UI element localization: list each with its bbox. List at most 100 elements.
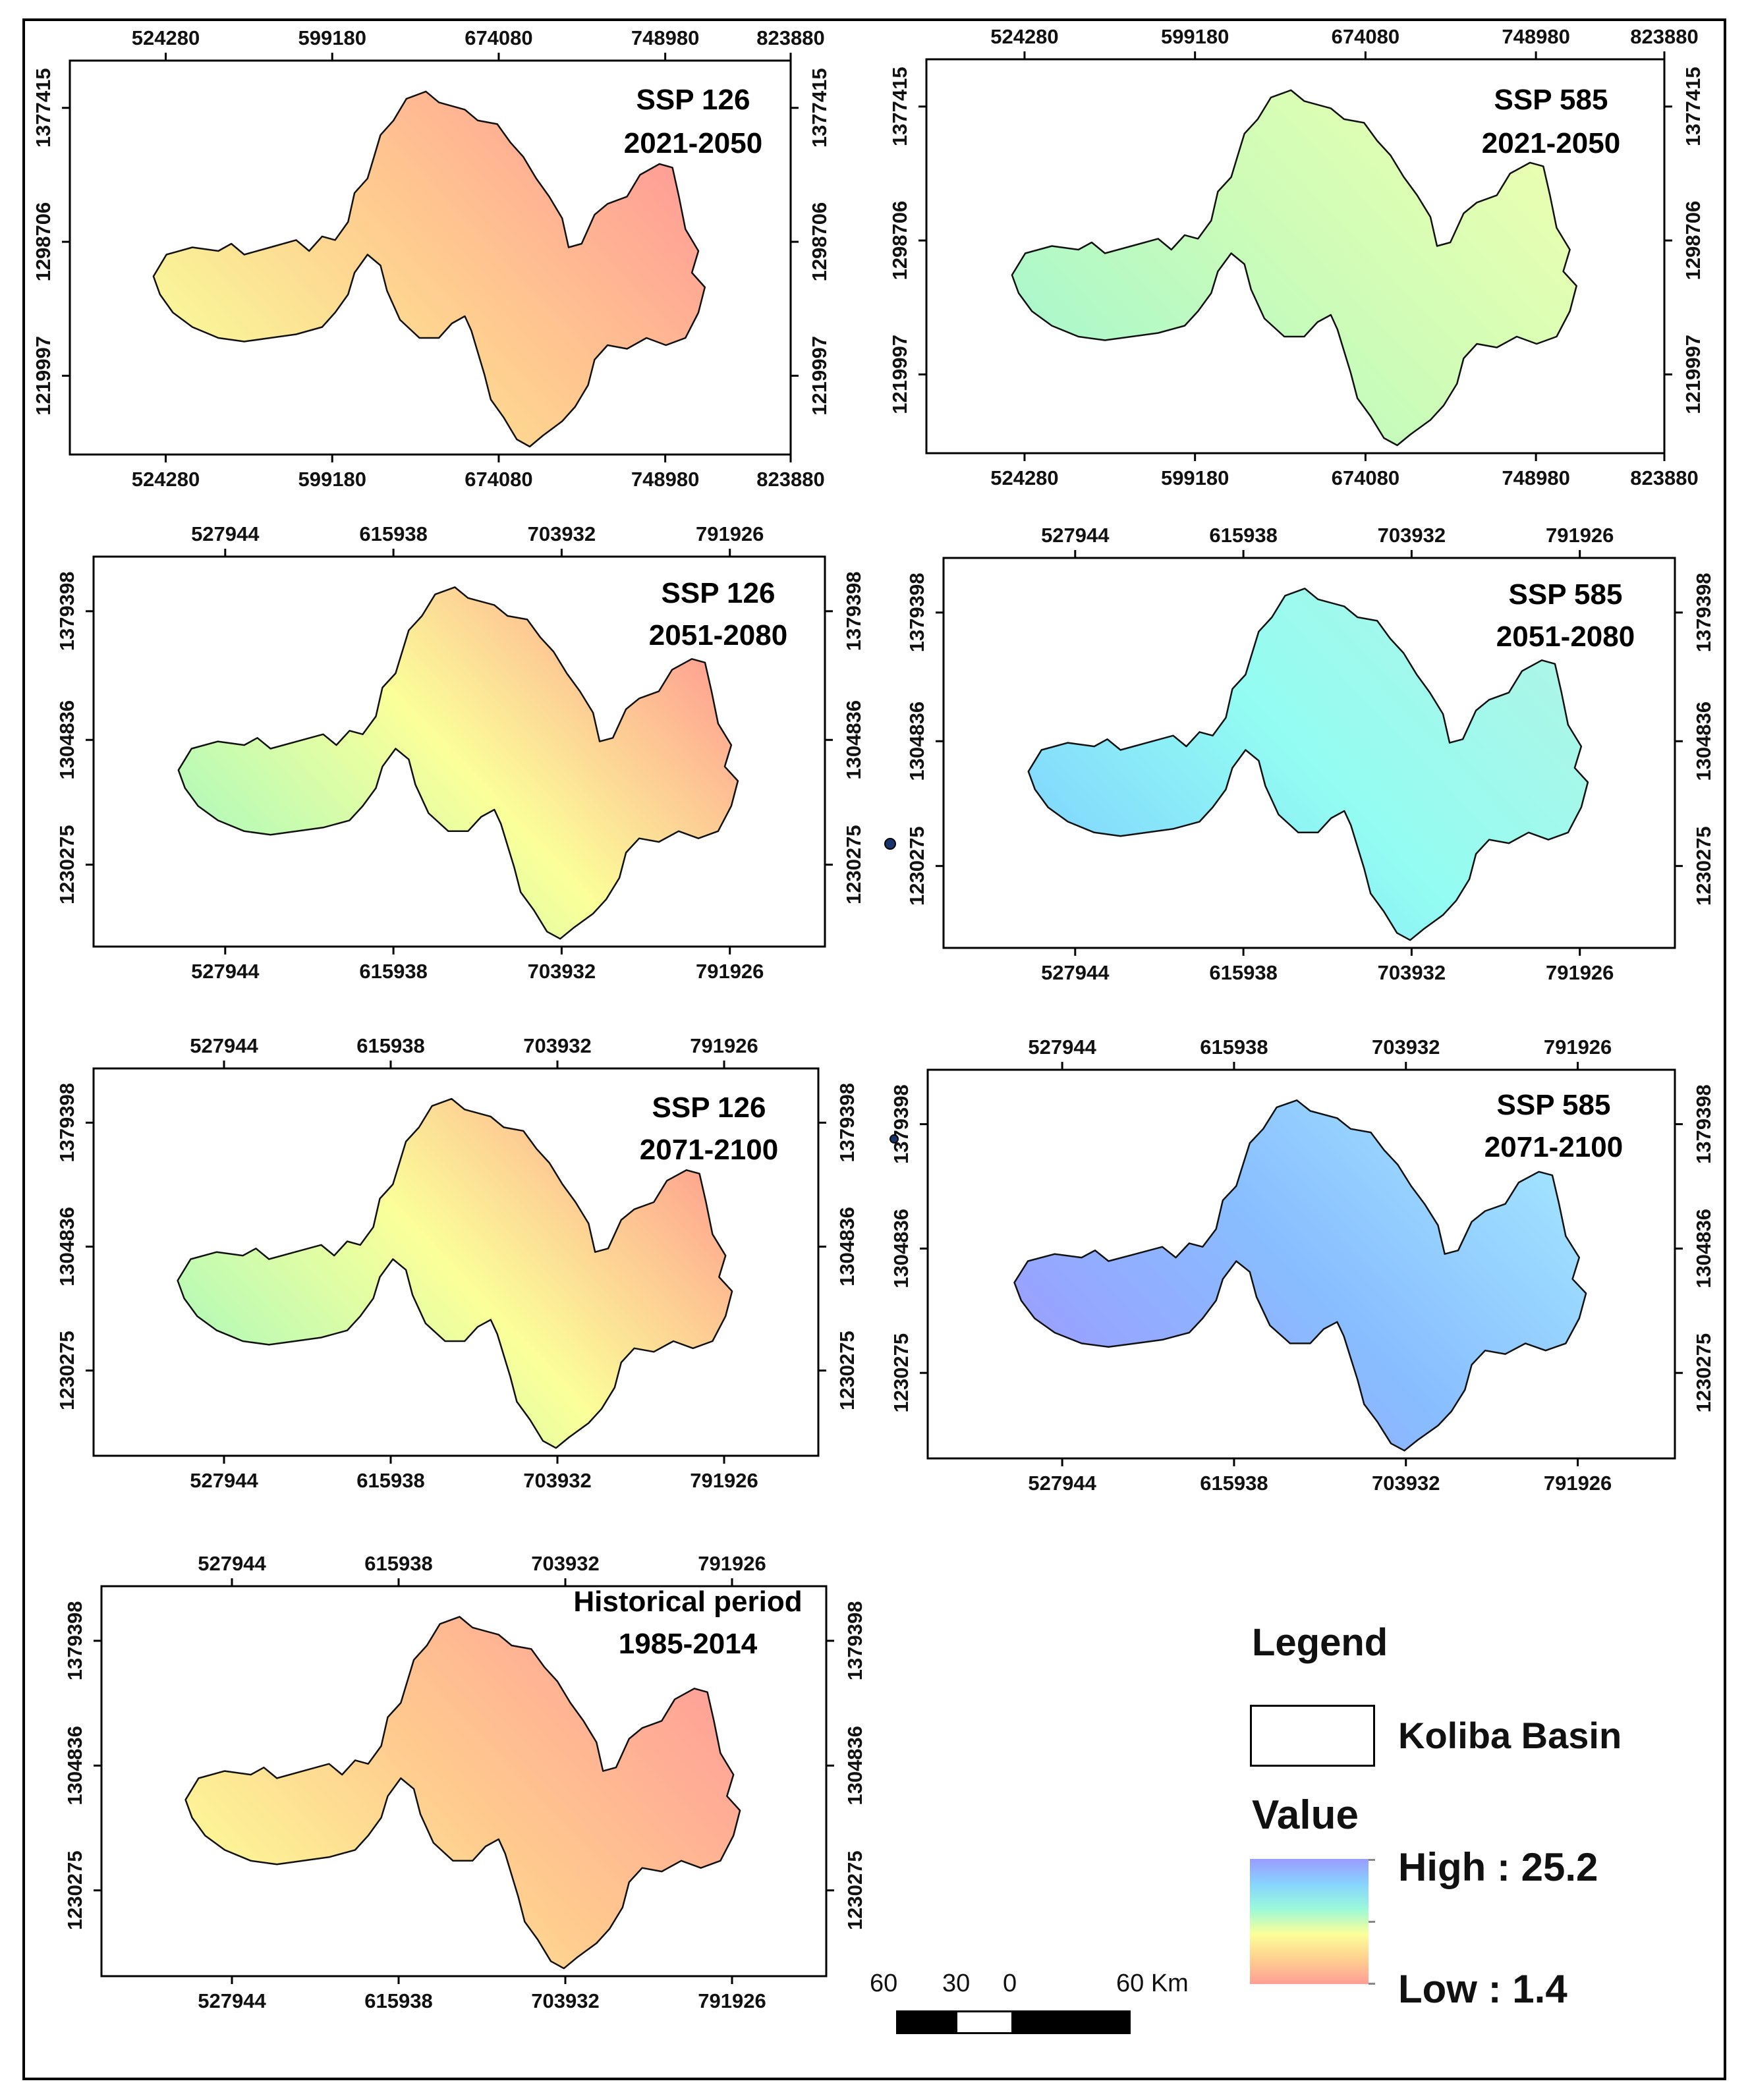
koliba-basin-shape bbox=[1011, 89, 1577, 447]
y-tick-label-left: 1230275 bbox=[63, 1850, 86, 1930]
y-tick-label-left: 1379398 bbox=[55, 572, 78, 651]
x-tick-label-top: 615938 bbox=[356, 1034, 424, 1057]
x-tick-label-bottom: 527944 bbox=[198, 1989, 266, 2012]
x-tick-label-bottom: 524280 bbox=[132, 468, 200, 491]
x-tick-label-bottom: 791926 bbox=[698, 1989, 766, 2012]
x-tick-label-bottom: 823880 bbox=[756, 468, 824, 491]
x-tick-label-top: 527944 bbox=[198, 1552, 266, 1575]
x-tick-label-top: 527944 bbox=[191, 522, 260, 545]
panel-title-line2: 2051-2080 bbox=[649, 619, 787, 651]
map-panel-ssp126-2071-2100: 527944 527944 615938 615938 703932 703932 7919… bbox=[55, 1034, 859, 1492]
x-tick-label-bottom: 703932 bbox=[1372, 1472, 1440, 1495]
map-svg: 527944 527944 615938 615938 703932 703932 7919… bbox=[55, 522, 865, 983]
legend-high-label: High : 25.2 bbox=[1398, 1845, 1598, 1889]
panel-title-line2: 2071-2100 bbox=[1484, 1131, 1623, 1163]
x-tick-label-top: 615938 bbox=[1209, 524, 1277, 547]
scale-label-60-km: 60 Km bbox=[1116, 1970, 1189, 1997]
x-tick-label-bottom: 703932 bbox=[528, 960, 596, 983]
y-tick-label-left: 1230275 bbox=[55, 825, 78, 904]
scale-label-0: 0 bbox=[1003, 1970, 1017, 1997]
marker-dot bbox=[889, 1134, 899, 1144]
y-tick-label-right: 1304836 bbox=[1692, 1209, 1715, 1288]
koliba-basin-shape bbox=[184, 1616, 741, 1970]
y-tick-label-right: 1298706 bbox=[1681, 201, 1705, 281]
map-svg: 524280 524280 599180 599180 674080 674080 7489… bbox=[888, 25, 1705, 489]
x-tick-label-bottom: 527944 bbox=[1041, 961, 1110, 984]
x-tick-label-bottom: 527944 bbox=[191, 960, 260, 983]
y-tick-label-right: 1219997 bbox=[1681, 335, 1705, 414]
panel-title-line1: SSP 126 bbox=[636, 84, 750, 116]
x-tick-label-top: 703932 bbox=[523, 1034, 591, 1057]
y-tick-label-right: 1379398 bbox=[842, 572, 865, 651]
y-tick-label-left: 1379398 bbox=[889, 1084, 913, 1164]
y-tick-label-right: 1377415 bbox=[1681, 67, 1705, 146]
x-tick-label-top: 527944 bbox=[1041, 524, 1110, 547]
figure-frame bbox=[22, 18, 1726, 2080]
x-tick-label-bottom: 748980 bbox=[1502, 466, 1569, 489]
marker-dot bbox=[884, 838, 896, 850]
map-panel-ssp126-2021-2050: 524280 524280 599180 599180 674080 674080 7489… bbox=[32, 26, 831, 491]
y-tick-label-right: 1377415 bbox=[808, 68, 831, 148]
y-tick-label-left: 1219997 bbox=[32, 336, 55, 416]
x-tick-label-top: 791926 bbox=[698, 1552, 766, 1575]
y-tick-label-right: 1304836 bbox=[835, 1207, 859, 1286]
y-tick-label-left: 1379398 bbox=[55, 1083, 78, 1163]
x-tick-label-bottom: 615938 bbox=[356, 1469, 424, 1492]
scale-segment-black-1 bbox=[896, 2010, 955, 2034]
x-tick-label-top: 524280 bbox=[990, 25, 1058, 48]
x-tick-label-top: 599180 bbox=[1161, 25, 1229, 48]
x-tick-label-bottom: 599180 bbox=[1161, 466, 1229, 489]
scale-label-30: 30 bbox=[942, 1970, 971, 1997]
x-tick-label-bottom: 703932 bbox=[531, 1989, 599, 2012]
x-tick-label-top: 703932 bbox=[528, 522, 596, 545]
legend-value-title: Value bbox=[1252, 1792, 1359, 1838]
x-tick-label-bottom: 823880 bbox=[1630, 466, 1698, 489]
map-panel-ssp585-2021-2050: 524280 524280 599180 599180 674080 674080 7489… bbox=[888, 25, 1705, 489]
y-tick-label-left: 1298706 bbox=[32, 202, 55, 282]
x-tick-label-bottom: 791926 bbox=[696, 960, 764, 983]
legend-low-label: Low : 1.4 bbox=[1398, 1967, 1567, 2011]
koliba-basin-shape bbox=[177, 586, 739, 940]
x-tick-label-bottom: 527944 bbox=[190, 1469, 258, 1492]
map-svg: 527944 527944 615938 615938 703932 703932 7919… bbox=[905, 524, 1715, 984]
koliba-basin-shape bbox=[177, 1097, 733, 1449]
koliba-basin-shape bbox=[1013, 1099, 1587, 1452]
y-tick-label-left: 1379398 bbox=[905, 573, 928, 653]
x-tick-label-top: 524280 bbox=[132, 26, 200, 49]
x-tick-label-bottom: 599180 bbox=[298, 468, 366, 491]
x-tick-label-bottom: 615938 bbox=[1200, 1472, 1268, 1495]
x-tick-label-bottom: 703932 bbox=[1378, 961, 1446, 984]
x-tick-label-top: 748980 bbox=[631, 26, 699, 49]
x-tick-label-top: 748980 bbox=[1502, 25, 1569, 48]
scale-segment-black-2 bbox=[1013, 2010, 1131, 2034]
map-panel-ssp585-2051-2080: 527944 527944 615938 615938 703932 703932 7919… bbox=[905, 524, 1715, 984]
x-tick-label-top: 823880 bbox=[756, 26, 824, 49]
x-tick-label-top: 527944 bbox=[1028, 1036, 1096, 1059]
panel-title-line1: Historical period bbox=[573, 1586, 802, 1618]
koliba-basin-shape bbox=[1027, 588, 1589, 941]
x-tick-label-bottom: 527944 bbox=[1028, 1472, 1096, 1495]
y-tick-label-left: 1377415 bbox=[32, 68, 55, 148]
map-panel-historical-1985-2014: 527944 527944 615938 615938 703932 703932 7919… bbox=[63, 1552, 866, 2012]
y-tick-label-left: 1230275 bbox=[889, 1333, 913, 1413]
x-tick-label-top: 674080 bbox=[465, 26, 532, 49]
y-tick-label-right: 1304836 bbox=[842, 700, 865, 780]
x-tick-label-top: 823880 bbox=[1630, 25, 1698, 48]
x-tick-label-top: 791926 bbox=[1544, 1036, 1612, 1059]
y-tick-label-left: 1377415 bbox=[888, 67, 911, 146]
y-tick-label-left: 1304836 bbox=[889, 1209, 913, 1288]
x-tick-label-top: 674080 bbox=[1332, 25, 1399, 48]
x-tick-label-top: 703932 bbox=[1372, 1036, 1440, 1059]
y-tick-label-right: 1379398 bbox=[835, 1083, 859, 1163]
y-tick-label-right: 1230275 bbox=[843, 1850, 866, 1930]
x-tick-label-bottom: 674080 bbox=[1332, 466, 1399, 489]
x-tick-label-bottom: 615938 bbox=[359, 960, 427, 983]
scale-segment-white bbox=[955, 2010, 1013, 2034]
x-tick-label-top: 703932 bbox=[531, 1552, 599, 1575]
x-tick-label-bottom: 791926 bbox=[1544, 1472, 1612, 1495]
y-tick-label-left: 1230275 bbox=[55, 1331, 78, 1410]
koliba-basin-shape bbox=[152, 90, 706, 448]
y-tick-label-right: 1230275 bbox=[1692, 1333, 1715, 1413]
y-tick-label-right: 1219997 bbox=[808, 336, 831, 416]
x-tick-label-bottom: 703932 bbox=[523, 1469, 591, 1492]
